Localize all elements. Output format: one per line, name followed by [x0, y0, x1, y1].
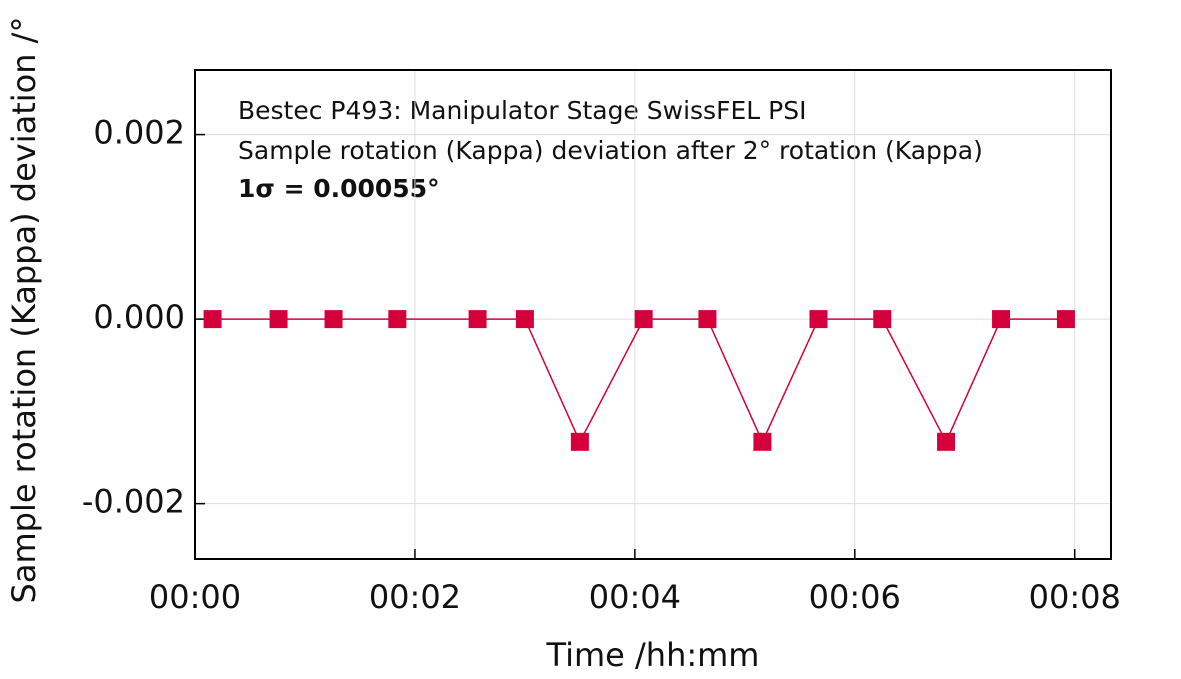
data-point	[753, 432, 772, 451]
data-point	[515, 310, 534, 329]
y-tick-label: -0.002	[82, 483, 185, 521]
y-axis-label: Sample rotation (Kappa) deviation /°	[5, 17, 43, 604]
data-point	[324, 310, 343, 329]
annotation: 1σ = 0.00055°	[238, 174, 440, 203]
data-point	[468, 310, 487, 329]
data-point	[388, 310, 407, 329]
x-axis-label: Time /hh:mm	[546, 636, 760, 674]
x-tick-label: 00:02	[369, 578, 461, 616]
data-line	[212, 318, 1066, 444]
plot-frame	[194, 69, 1112, 560]
data-point	[570, 432, 589, 451]
annotation: Bestec P493: Manipulator Stage SwissFEL …	[238, 96, 806, 125]
data-point	[203, 310, 222, 329]
data-point	[809, 310, 828, 329]
x-tick-label: 00:04	[589, 578, 681, 616]
data-point	[634, 310, 653, 329]
y-tick-label: 0.000	[93, 298, 185, 336]
x-tick-label: 00:06	[809, 578, 901, 616]
data-point	[1056, 310, 1075, 329]
data-point	[698, 310, 717, 329]
y-tick-label: 0.002	[93, 114, 185, 152]
x-tick-label: 00:08	[1029, 578, 1121, 616]
data-point	[873, 310, 892, 329]
annotation: Sample rotation (Kappa) deviation after …	[238, 136, 983, 165]
data-point	[937, 432, 956, 451]
data-point	[269, 310, 288, 329]
data-point	[992, 310, 1011, 329]
x-tick-label: 00:00	[149, 578, 241, 616]
